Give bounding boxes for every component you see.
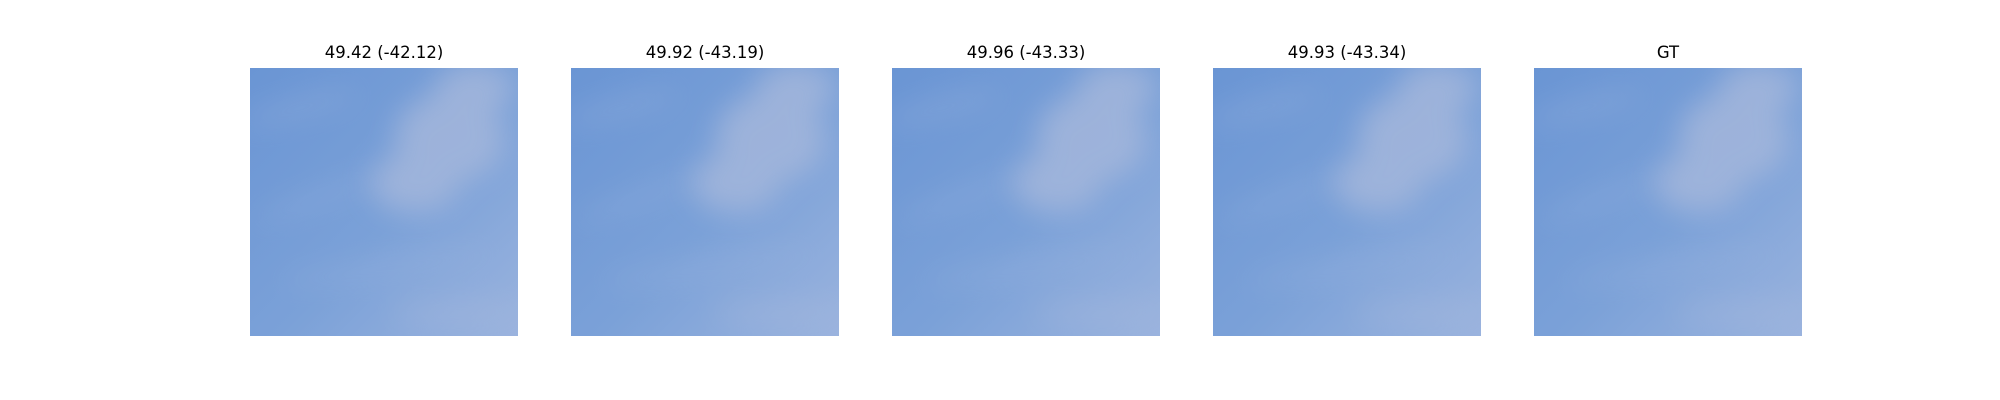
sky-texture <box>892 68 1160 336</box>
sky-cloud-image <box>892 68 1160 336</box>
panel-title: 49.92 (-43.19) <box>645 43 765 62</box>
panel-title: 49.96 (-43.33) <box>966 43 1086 62</box>
panel-1: 49.42 (-42.12) <box>250 0 518 400</box>
sky-texture <box>571 68 839 336</box>
panel-title: 49.93 (-43.34) <box>1287 43 1407 62</box>
panel-4: 49.93 (-43.34) <box>1213 0 1481 400</box>
panel-title: 49.42 (-42.12) <box>324 43 444 62</box>
sky-cloud-image <box>571 68 839 336</box>
sky-cloud-image <box>1534 68 1802 336</box>
panel-title: GT <box>1656 43 1680 62</box>
panel-5: GT <box>1534 0 1802 400</box>
sky-texture <box>250 68 518 336</box>
sky-cloud-image <box>1213 68 1481 336</box>
panel-3: 49.96 (-43.33) <box>892 0 1160 400</box>
sky-texture <box>1534 68 1802 336</box>
sky-cloud-image <box>250 68 518 336</box>
panel-2: 49.92 (-43.19) <box>571 0 839 400</box>
sky-texture <box>1213 68 1481 336</box>
